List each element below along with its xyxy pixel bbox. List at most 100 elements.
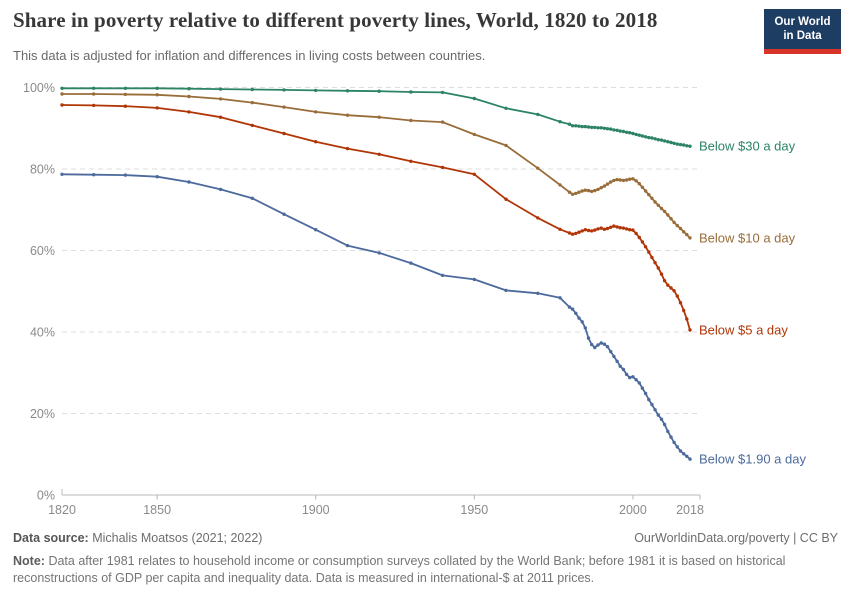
footer: Data source: Michalis Moatsos (2021; 202… <box>13 531 838 545</box>
series-point <box>250 100 254 105</box>
series-point <box>570 307 575 311</box>
series-point <box>672 220 676 225</box>
series-point <box>631 177 635 181</box>
series-point <box>643 135 648 139</box>
series-point <box>250 123 254 128</box>
series-point <box>60 103 64 107</box>
series-point <box>647 135 651 140</box>
x-tick-label: 2018 <box>676 503 704 517</box>
series-point <box>634 378 638 382</box>
series-point <box>536 291 540 295</box>
series-point <box>577 124 581 128</box>
series-point <box>685 317 689 321</box>
series-point <box>605 226 610 231</box>
footnote-label: Note: <box>13 554 45 568</box>
series-line <box>61 104 691 331</box>
series-point <box>678 301 683 305</box>
footer-links: OurWorldinData.org/poverty | CC BY <box>634 531 838 545</box>
series-point <box>647 193 651 197</box>
series-point <box>602 227 607 231</box>
series-point <box>536 216 540 220</box>
series-point <box>643 391 648 396</box>
series-point <box>92 173 96 177</box>
series-point <box>637 182 641 186</box>
series-point <box>612 224 616 228</box>
series-point <box>577 230 581 234</box>
y-tick-label: 60% <box>30 244 55 258</box>
owid-url-link[interactable]: OurWorldinData.org/poverty <box>634 531 790 545</box>
series-point <box>618 178 622 182</box>
x-tick-label: 1900 <box>302 503 330 517</box>
series-point <box>602 342 607 346</box>
gridlines <box>62 87 700 414</box>
series-point <box>596 126 600 130</box>
series-point <box>640 134 645 138</box>
y-tick-label: 20% <box>30 407 55 421</box>
series-point <box>314 88 318 93</box>
series-point <box>440 165 445 170</box>
series-point <box>656 413 660 417</box>
series-point <box>409 159 413 163</box>
series-point <box>666 213 670 217</box>
series-end-label: Below $1.90 a day <box>699 452 806 467</box>
y-tick-label: 0% <box>37 489 55 503</box>
series-end-label: Below $30 a day <box>699 139 796 154</box>
series-point <box>250 87 254 92</box>
series-point <box>669 286 673 290</box>
series-point <box>282 88 286 92</box>
series-point <box>570 232 575 236</box>
series-point <box>621 226 626 230</box>
series-point <box>618 364 622 368</box>
series-point <box>650 136 654 140</box>
series-point <box>669 140 673 145</box>
series-point <box>92 86 96 91</box>
series-point <box>570 124 575 128</box>
series-point <box>602 184 607 188</box>
series-point <box>345 89 350 93</box>
series-point <box>640 386 645 390</box>
series-point <box>92 92 96 96</box>
series-point <box>621 367 626 372</box>
series-point <box>440 90 445 95</box>
series-point <box>653 200 657 204</box>
owid-logo-line2: in Data <box>783 30 822 43</box>
series-point <box>580 124 584 129</box>
series-point <box>672 141 676 145</box>
series-point <box>634 231 638 236</box>
owid-logo[interactable]: Our World in Data <box>764 9 841 54</box>
series-point <box>440 273 445 278</box>
series-point <box>653 137 657 141</box>
series-point <box>590 125 594 130</box>
series-point <box>567 305 572 309</box>
series-point <box>409 90 413 94</box>
license-label[interactable]: CC BY <box>799 531 838 545</box>
series-point <box>593 228 597 232</box>
series-point <box>187 87 191 91</box>
series-point <box>583 124 587 129</box>
series-point <box>593 188 597 193</box>
series-point <box>615 177 619 182</box>
series-point <box>586 188 591 193</box>
series-point <box>574 231 578 236</box>
series-point <box>345 243 350 248</box>
series-point <box>282 105 286 109</box>
series-point <box>574 124 578 128</box>
y-tick-label: 100% <box>23 81 55 95</box>
series-point <box>314 228 318 232</box>
series-point <box>647 250 651 254</box>
series-point <box>624 227 629 231</box>
series-point <box>583 228 587 232</box>
page-title: Share in poverty relative to different p… <box>13 8 658 32</box>
series-point <box>675 223 679 228</box>
series-point <box>577 190 581 194</box>
y-axis: 0% 20% 40% 60% 80% 100% <box>23 81 55 503</box>
series-point <box>558 183 562 187</box>
owid-logo-line1: Our World <box>774 16 831 28</box>
series-point <box>282 131 286 136</box>
series-point <box>574 311 578 315</box>
series-point <box>567 190 572 194</box>
series-point <box>60 172 64 176</box>
series-end-label: Below $5 a day <box>699 322 788 337</box>
series-point <box>656 203 660 207</box>
series-point <box>123 92 128 97</box>
